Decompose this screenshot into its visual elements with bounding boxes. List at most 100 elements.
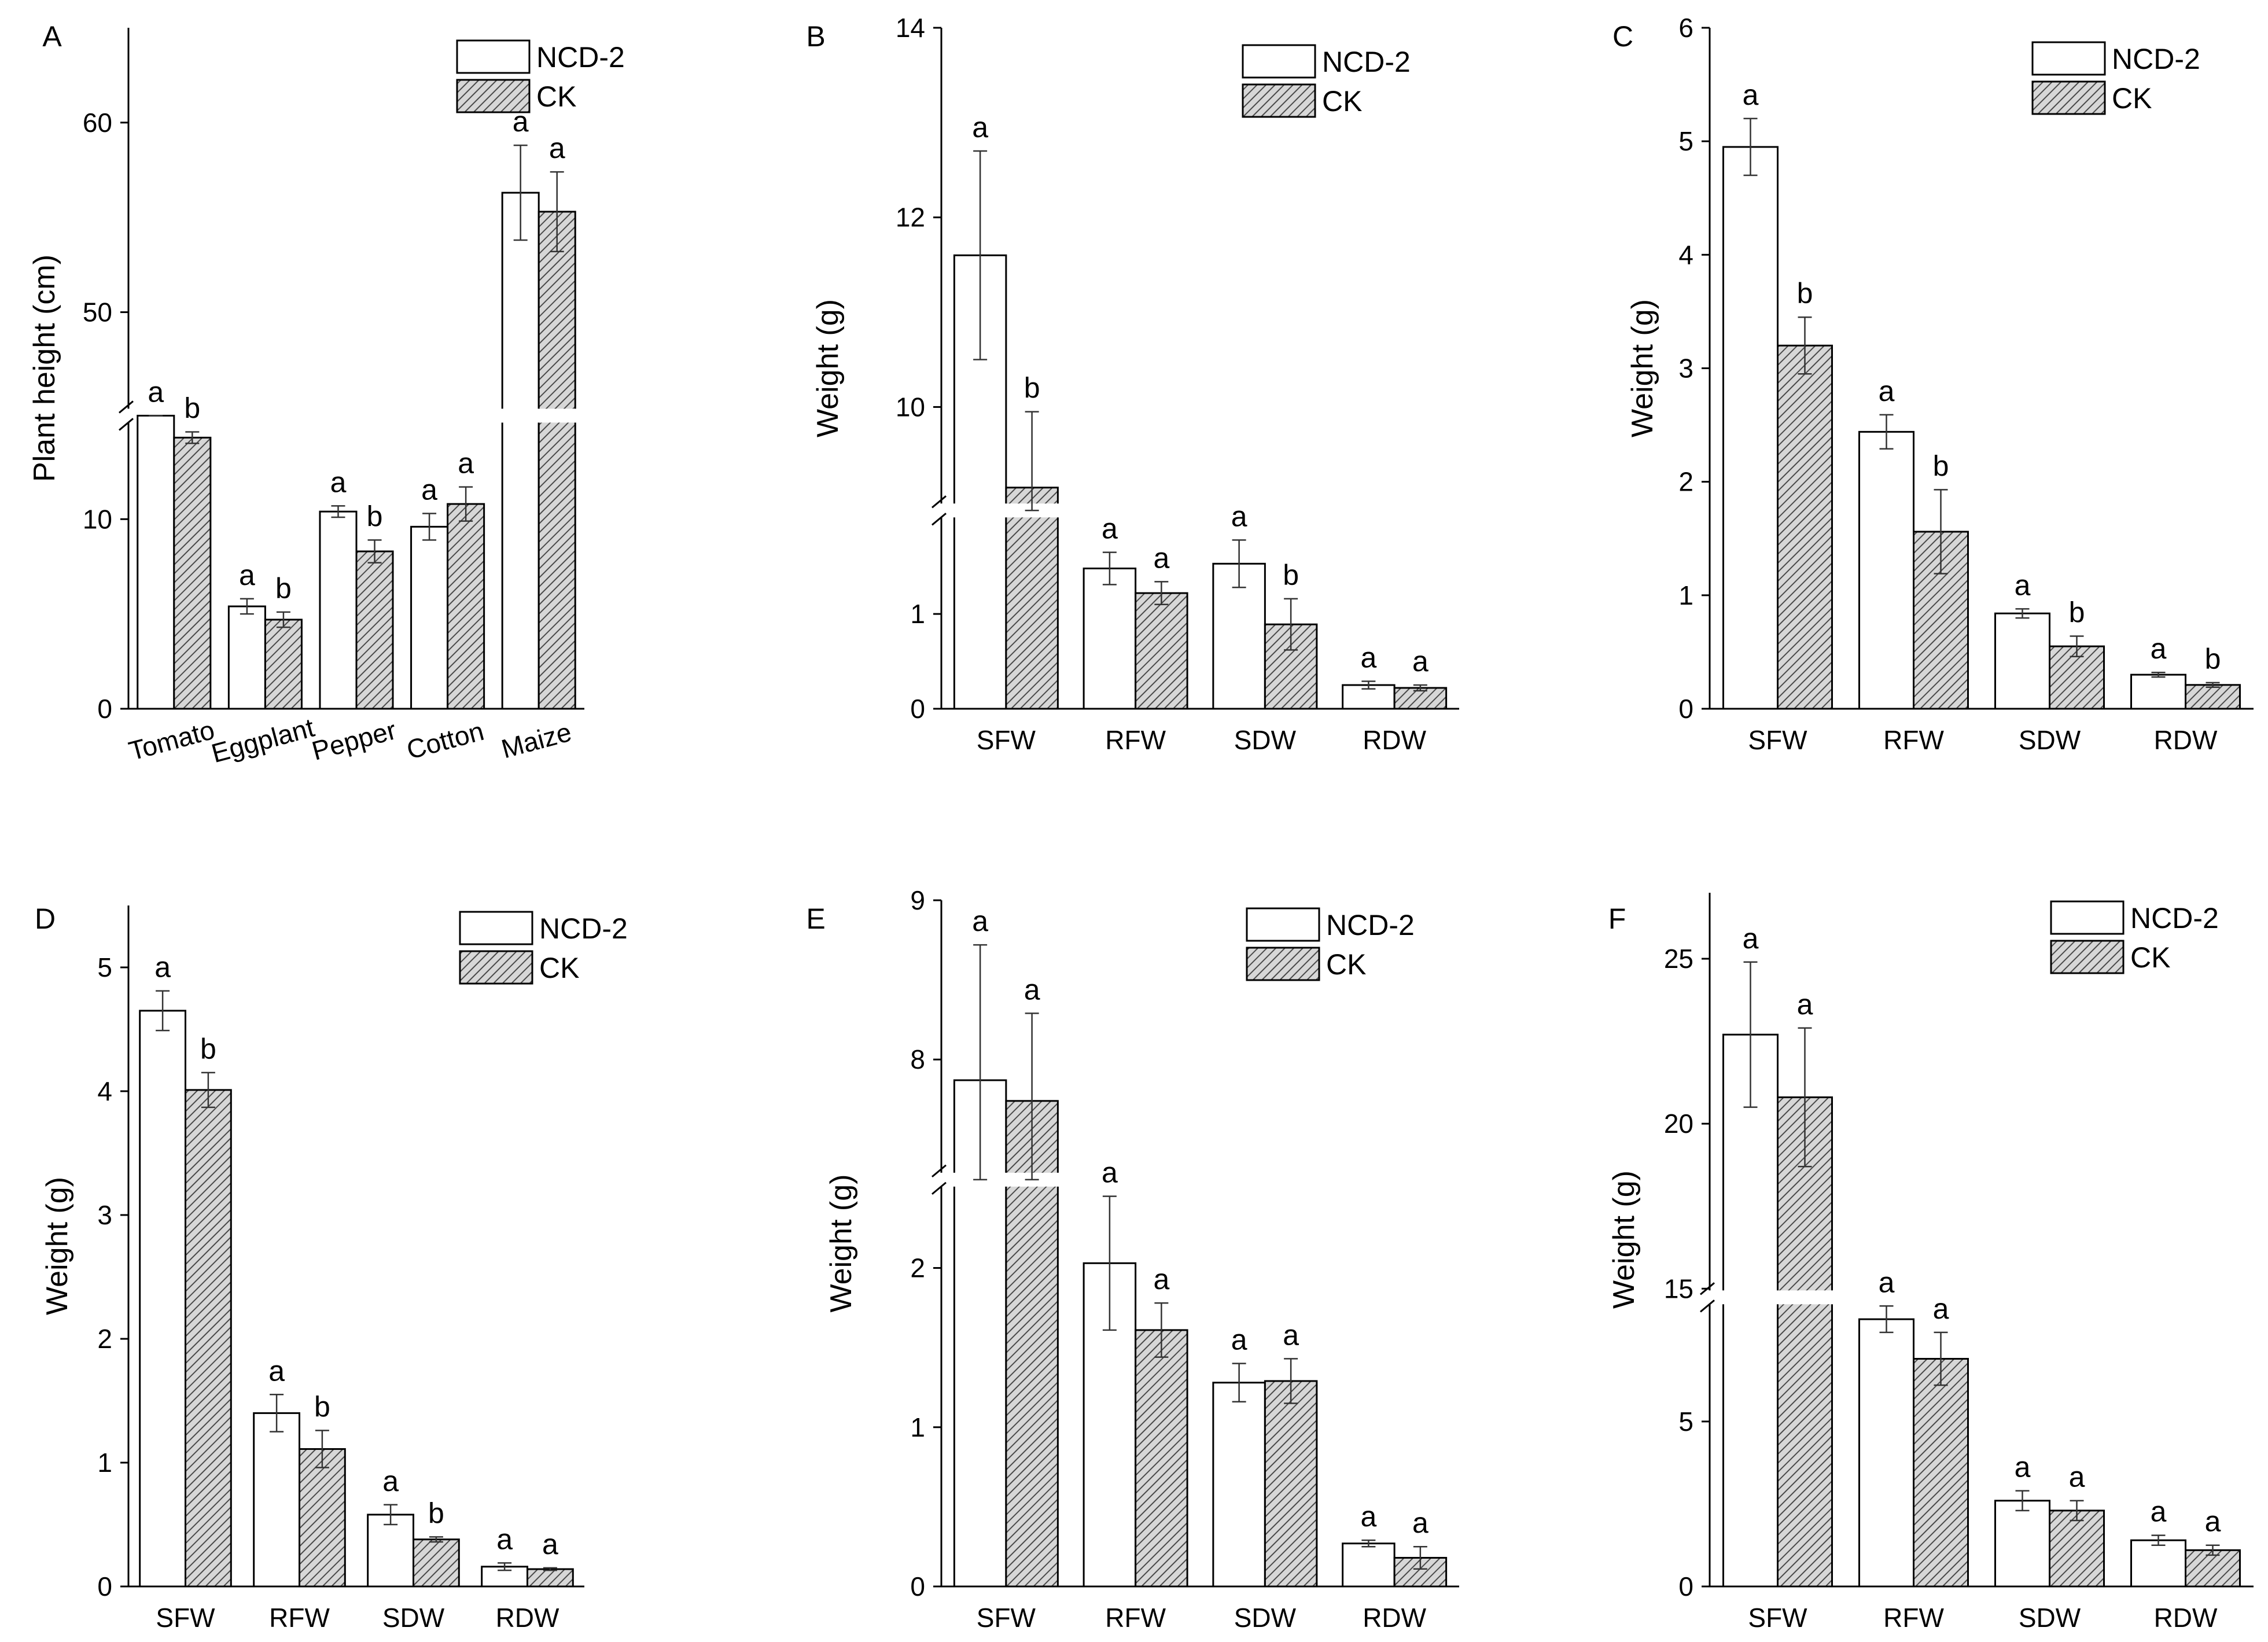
sig-letter-E: a bbox=[1283, 1319, 1299, 1351]
sig-letter-F: a bbox=[1743, 922, 1759, 955]
legend-swatch-ck-F bbox=[2050, 940, 2125, 974]
sig-letter-D: a bbox=[268, 1354, 285, 1387]
sig-letter-F: a bbox=[2015, 1451, 2031, 1483]
panel-label-A: A bbox=[42, 20, 62, 53]
bar-A-ck-tomato bbox=[173, 436, 212, 710]
y-tick-label-B: 14 bbox=[896, 13, 925, 43]
legend-label-ck-C: CK bbox=[2112, 82, 2152, 115]
legend-swatch-ncd2-C bbox=[2031, 41, 2106, 76]
sig-letter-B: a bbox=[1153, 542, 1169, 574]
sig-letter-C: a bbox=[2151, 632, 2167, 665]
bar-A-ncd2-tomato bbox=[137, 414, 175, 710]
legend-swatch-ncd2-D bbox=[459, 911, 533, 945]
axis-break-gap-B bbox=[938, 503, 945, 518]
bar-A-ck-maize bbox=[537, 211, 576, 710]
sig-letter-A: a bbox=[148, 375, 164, 408]
sig-letter-E: a bbox=[1412, 1507, 1428, 1539]
y-axis-label-E: Weight (g) bbox=[824, 1175, 858, 1313]
bar-break-gap-F bbox=[1775, 1290, 1835, 1305]
legend-label-ck-D: CK bbox=[539, 952, 579, 984]
x-tick-label-C: SFW bbox=[1748, 725, 1807, 755]
sig-letter-E: a bbox=[1360, 1500, 1376, 1533]
panel-label-D: D bbox=[35, 903, 56, 935]
bar-B-ck-sfw bbox=[1005, 487, 1059, 710]
y-axis-label-F: Weight (g) bbox=[1607, 1170, 1641, 1309]
legend-swatch-ck-B bbox=[1242, 83, 1316, 118]
sig-letter-A: b bbox=[275, 572, 292, 605]
sig-letter-F: a bbox=[2151, 1496, 2167, 1528]
x-tick-label-A: Pepper bbox=[308, 715, 399, 766]
y-tick-label-F: 5 bbox=[1678, 1407, 1693, 1437]
x-tick-label-A: Cotton bbox=[403, 716, 487, 765]
axis-break-mark-A bbox=[119, 400, 134, 414]
x-tick-label-C: RFW bbox=[1883, 725, 1944, 755]
bar-F-ncd2-sdw bbox=[1994, 1500, 2050, 1588]
sig-letter-C: b bbox=[2205, 643, 2221, 675]
y-tick-label-D: 5 bbox=[97, 952, 112, 982]
axis-break-gap-E bbox=[938, 1172, 945, 1187]
y-tick-label-F: 25 bbox=[1664, 944, 1693, 974]
bar-E-ck-sdw bbox=[1264, 1380, 1318, 1588]
sig-letter-C: a bbox=[1743, 79, 1759, 111]
bar-A-ncd2-cotton bbox=[410, 525, 449, 710]
sig-letter-C: a bbox=[2015, 569, 2031, 601]
y-axis-label-B: Weight (g) bbox=[811, 299, 845, 437]
sig-letter-A: a bbox=[239, 559, 255, 591]
sig-letter-A: a bbox=[421, 473, 437, 506]
bar-A-ncd2-pepper bbox=[319, 510, 358, 710]
axis-break-mark-A bbox=[119, 418, 134, 431]
x-tick-label-E: RFW bbox=[1105, 1603, 1166, 1633]
bar-C-ncd2-rdw bbox=[2130, 673, 2186, 710]
bar-F-ncd2-rfw bbox=[1858, 1318, 1914, 1588]
sig-letter-B: a bbox=[1360, 641, 1376, 673]
bar-break-gap-F bbox=[1721, 1290, 1780, 1305]
legend-label-ck-A: CK bbox=[536, 80, 576, 113]
sig-letter-B: a bbox=[1231, 500, 1247, 532]
sig-letter-D: b bbox=[428, 1497, 444, 1529]
y-tick-label-D: 1 bbox=[97, 1448, 112, 1478]
y-tick-label-A: 50 bbox=[83, 297, 112, 327]
sig-letter-B: b bbox=[1283, 559, 1299, 591]
y-tick-label-E: 0 bbox=[910, 1571, 925, 1601]
sig-letter-F: a bbox=[2205, 1505, 2221, 1538]
bar-F-ck-rdw bbox=[2185, 1549, 2241, 1588]
y-tick-label-A: 10 bbox=[83, 504, 112, 534]
legend-swatch-ncd2-B bbox=[1242, 44, 1316, 79]
sig-letter-B: a bbox=[1412, 645, 1428, 678]
axis-break-mark-E bbox=[932, 1164, 947, 1178]
x-tick-label-D: SFW bbox=[156, 1603, 215, 1633]
y-tick-label-B: 10 bbox=[896, 392, 925, 422]
bar-F-ncd2-rdw bbox=[2130, 1539, 2186, 1588]
y-axis-label-A: Plant height (cm) bbox=[28, 255, 61, 482]
bar-F-ck-sdw bbox=[2049, 1510, 2105, 1588]
legend-swatch-ck-D bbox=[459, 950, 533, 985]
bar-C-ncd2-sdw bbox=[1994, 612, 2050, 710]
y-axis-label-C: Weight (g) bbox=[1626, 299, 1659, 437]
x-tick-label-C: SDW bbox=[2019, 725, 2081, 755]
axis-break-gap-A bbox=[125, 408, 132, 423]
legend-swatch-ncd2-F bbox=[2050, 900, 2125, 935]
sig-letter-F: a bbox=[1933, 1293, 1949, 1325]
sig-letter-E: a bbox=[1231, 1324, 1247, 1356]
legend-label-ncd2-F: NCD-2 bbox=[2130, 902, 2219, 934]
bar-C-ck-sfw bbox=[1777, 344, 1833, 710]
bar-break-gap-A bbox=[500, 408, 542, 423]
legend-swatch-ck-C bbox=[2031, 80, 2106, 115]
legend-swatch-ncd2-E bbox=[1246, 907, 1320, 942]
y-tick-label-F: 15 bbox=[1664, 1273, 1693, 1304]
sig-letter-E: a bbox=[1024, 973, 1040, 1006]
legend-label-ncd2-D: NCD-2 bbox=[539, 912, 628, 945]
x-tick-label-F: SFW bbox=[1748, 1603, 1807, 1633]
panel-label-F: F bbox=[1608, 903, 1626, 935]
x-tick-label-E: RDW bbox=[1363, 1603, 1426, 1633]
sig-letter-C: b bbox=[2069, 596, 2085, 628]
x-tick-label-E: SFW bbox=[977, 1603, 1036, 1633]
sig-letter-B: a bbox=[1102, 513, 1118, 545]
legend-label-ck-F: CK bbox=[2130, 941, 2170, 974]
x-tick-label-A: Maize bbox=[498, 717, 575, 764]
sig-letter-A: b bbox=[367, 500, 383, 532]
y-tick-label-C: 4 bbox=[1678, 240, 1693, 270]
y-tick-label-C: 1 bbox=[1678, 580, 1693, 610]
y-tick-label-C: 0 bbox=[1678, 694, 1693, 724]
bar-E-ck-rfw bbox=[1135, 1329, 1188, 1588]
